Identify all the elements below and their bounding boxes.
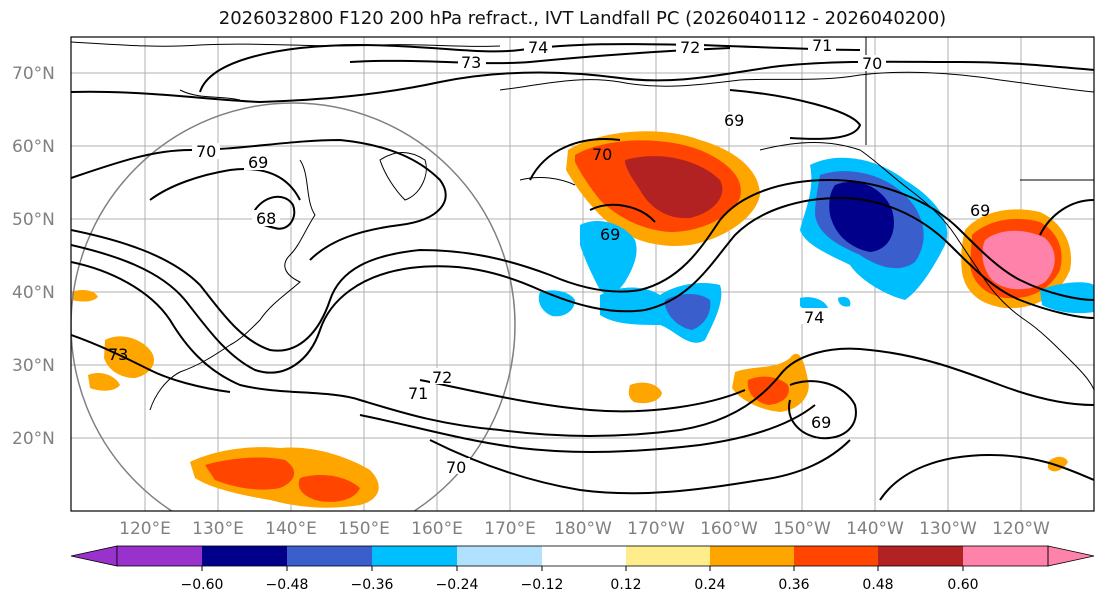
ivt-shading [72, 131, 1094, 508]
lat-label-60n: 60°N [12, 137, 55, 157]
positive-anomaly-small [628, 382, 662, 404]
colorbar-tick-neg048: −0.48 [266, 577, 309, 593]
lon-label-120e: 120°E [119, 519, 171, 539]
colorbar-bin-7 [626, 546, 710, 566]
colorbar-tick-neg060: −0.60 [181, 577, 224, 593]
colorbar-bin-4 [372, 546, 457, 566]
contour-label-71b: 71 [408, 384, 428, 403]
contour-label-69c: 69 [600, 225, 620, 244]
lon-label-130w: 130°W [919, 519, 977, 539]
lon-label-150w: 150°W [773, 519, 831, 539]
lat-label-40n: 40°N [12, 283, 55, 303]
contour-label-70b: 70 [196, 142, 216, 161]
colorbar-bin-10 [878, 546, 963, 566]
negative-anomaly-mid3 [538, 290, 575, 317]
colorbar-bin-11 [963, 546, 1048, 566]
colorbar-tick-neg036: −0.36 [351, 577, 394, 593]
lon-label-170w: 170°W [627, 519, 685, 539]
negative-anomaly-mid1 [580, 220, 637, 296]
colorbar-extend-min [70, 545, 118, 567]
negative-anomaly-nepac-core [829, 181, 894, 252]
contour-label-70a: 70 [862, 54, 882, 73]
contour-label-74: 74 [528, 38, 548, 57]
colorbar-tick-neg024: −0.24 [436, 577, 479, 593]
lon-label-120w: 120°W [992, 519, 1050, 539]
lon-label-160e: 160°E [411, 519, 463, 539]
contour-label-74b: 74 [804, 308, 824, 327]
lon-label-140e: 140°E [265, 519, 317, 539]
contour-label-69e: 69 [811, 413, 831, 432]
colorbar-tick-036: 0.36 [778, 577, 809, 593]
contour-label-70c: 70 [446, 458, 466, 477]
contour-label-70d: 70 [592, 145, 612, 164]
colorbar-bin-2 [202, 546, 287, 566]
contour-label-69d: 69 [970, 201, 990, 220]
lon-label-180w: 180°W [554, 519, 612, 539]
colorbar-bin-5 [457, 546, 542, 566]
colorbar: −0.60 −0.48 −0.36 −0.24 −0.12 0.12 0.24 … [70, 545, 1095, 593]
positive-anomaly-gulf-peak [625, 156, 723, 219]
map-frame [70, 36, 1095, 512]
negative-anomaly-small2 [800, 297, 828, 312]
coastlines [71, 37, 1094, 411]
contour-label-72: 72 [680, 38, 700, 57]
contour-label-68: 68 [256, 209, 276, 228]
lon-label-160w: 160°W [700, 519, 758, 539]
colorbar-bin-3 [287, 546, 372, 566]
range-ring [71, 102, 516, 511]
lat-label-50n: 50°N [12, 210, 55, 230]
positive-anomaly-southwest-core2 [298, 475, 360, 502]
positive-anomaly-coast-core [982, 230, 1055, 290]
lon-label-150e: 150°E [338, 519, 390, 539]
colorbar-tick-neg012: −0.12 [521, 577, 564, 593]
lat-label-30n: 30°N [12, 356, 55, 376]
contour-labels: 74 73 72 71 70 70 69 69 68 69 69 74 73 7… [108, 36, 990, 477]
lon-label-170e: 170°E [484, 519, 536, 539]
colorbar-tick-060: 0.60 [947, 577, 978, 593]
positive-anomaly-west3 [72, 289, 98, 302]
negative-anomaly-east [1040, 282, 1094, 314]
lat-label-70n: 70°N [12, 64, 55, 84]
colorbar-bin-8 [710, 546, 794, 566]
colorbar-extend-max [1047, 545, 1095, 567]
contour-label-69b: 69 [724, 111, 744, 130]
positive-anomaly-west2 [88, 373, 120, 391]
contour-label-73: 73 [461, 53, 481, 72]
colorbar-tick-012: 0.12 [610, 577, 641, 593]
positive-anomaly-southwest-core [205, 457, 295, 490]
lon-label-140w: 140°W [846, 519, 904, 539]
contour-label-73b: 73 [108, 345, 128, 364]
colorbar-bin-1 [117, 546, 202, 566]
negative-anomaly-mid2-core [665, 294, 711, 330]
colorbar-bin-9 [794, 546, 878, 566]
colorbar-bin-6 [542, 546, 626, 566]
contour-label-72b: 72 [432, 368, 452, 387]
negative-anomaly-small3 [838, 296, 851, 307]
colorbar-tick-048: 0.48 [862, 577, 893, 593]
contour-label-71: 71 [812, 36, 832, 55]
contour-label-69a: 69 [248, 153, 268, 172]
map-title: 2026032800 F120 200 hPa refract., IVT La… [218, 8, 947, 29]
graticule [71, 37, 1094, 511]
positive-anomaly-west [104, 336, 155, 378]
lon-label-130e: 130°E [192, 519, 244, 539]
longitude-labels: 120°E 130°E 140°E 150°E 160°E 170°E 180°… [119, 519, 1050, 539]
lat-label-20n: 20°N [12, 429, 55, 449]
latitude-labels: 70°N 60°N 50°N 40°N 30°N 20°N [12, 64, 55, 449]
colorbar-tick-024: 0.24 [694, 577, 725, 593]
